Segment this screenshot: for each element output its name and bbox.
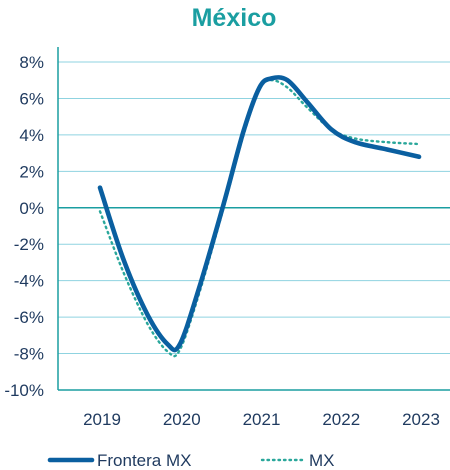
legend-label: Frontera MX bbox=[97, 451, 191, 470]
y-tick-label: -6% bbox=[14, 308, 44, 327]
x-tick-label: 2021 bbox=[243, 410, 281, 429]
y-tick-label: 8% bbox=[19, 53, 44, 72]
legend: Frontera MX MX bbox=[47, 451, 335, 470]
y-tick-label: 4% bbox=[19, 126, 44, 145]
x-tick-label: 2023 bbox=[402, 410, 440, 429]
series-line-frontera-mx bbox=[97, 75, 422, 353]
y-axis-ticks: 8% 6% 4% 2% 0% -2% -4% -6% -8% -10% bbox=[4, 53, 44, 400]
series-lines bbox=[97, 75, 422, 358]
x-tick-label: 2019 bbox=[83, 410, 121, 429]
gridlines bbox=[58, 61, 450, 355]
chart-title: México bbox=[192, 4, 277, 32]
x-tick-label: 2022 bbox=[322, 410, 360, 429]
y-tick-label: 2% bbox=[19, 162, 44, 181]
y-tick-label: -4% bbox=[14, 272, 44, 291]
y-tick-label: -2% bbox=[14, 235, 44, 254]
x-tick-label: 2020 bbox=[163, 410, 201, 429]
x-axis-ticks: 2019 2020 2021 2022 2023 bbox=[83, 410, 440, 429]
y-tick-label: 6% bbox=[19, 89, 44, 108]
y-tick-label: -10% bbox=[4, 381, 44, 400]
axes bbox=[57, 47, 450, 391]
y-tick-label: -8% bbox=[14, 345, 44, 364]
legend-label: MX bbox=[309, 451, 335, 470]
y-tick-label: 0% bbox=[19, 199, 44, 218]
